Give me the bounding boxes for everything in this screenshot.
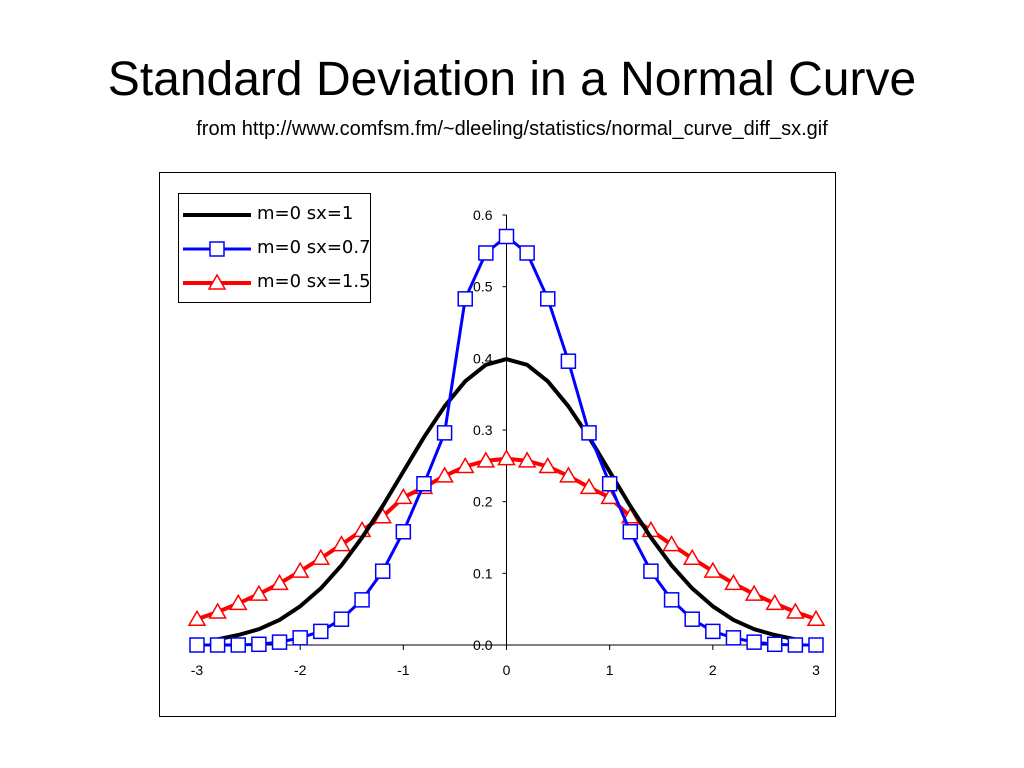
data-point-square [725, 630, 742, 646]
data-point-triangle [311, 548, 331, 566]
chart-frame: 0.0 0.1 0.2 0.3 0.4 0.5 0.6 -3 -2 -1 0 1 2 3 m=0 sx=1… [159, 172, 836, 717]
data-point-triangle [744, 584, 764, 601]
y-tick-label: 0.1 [473, 565, 493, 581]
data-point-triangle [682, 548, 702, 566]
legend-item-sx-1: m=0 sx=1 [179, 200, 372, 230]
legend-label: m=0 sx=1 [257, 203, 354, 224]
data-point-square [457, 291, 473, 307]
data-point-triangle [497, 449, 516, 466]
data-point-triangle [208, 602, 227, 619]
slide-subtitle: from http://www.comfsm.fm/~dleeling/stat… [196, 118, 828, 140]
data-point-square [746, 634, 762, 650]
data-point-square [478, 245, 494, 261]
data-point-square [354, 592, 370, 608]
data-point-square [230, 637, 247, 653]
data-point-triangle [806, 609, 826, 626]
data-point-square [581, 425, 597, 441]
y-tick-label: 0.5 [473, 279, 493, 295]
data-point-square [622, 524, 639, 540]
data-point-triangle [435, 466, 454, 483]
data-point-triangle [187, 609, 207, 626]
y-tick-label: 0.6 [473, 207, 493, 223]
legend-item-sx-0-7: m=0 sx=0.7 [179, 234, 372, 264]
data-point-triangle [290, 561, 310, 578]
data-point-square [519, 245, 535, 261]
data-point-square [271, 634, 288, 650]
data-point-square [560, 353, 577, 369]
data-point-square [643, 563, 659, 579]
data-point-triangle [270, 573, 289, 591]
axes-layer: 0.00.10.20.30.40.50.6-3 -2 -1 0 1 2 3 [191, 207, 821, 678]
data-point-square [436, 425, 453, 441]
data-point-square [787, 637, 804, 653]
data-point-triangle [662, 535, 681, 552]
series-layer [187, 228, 826, 653]
data-point-square [251, 636, 267, 653]
y-tick-label: 0.2 [473, 494, 493, 510]
data-point-square [313, 623, 329, 640]
x-tick-label: 0 [503, 662, 511, 678]
legend-swatch-blue-square [183, 241, 251, 257]
data-point-square [808, 637, 824, 653]
data-point-square [540, 291, 556, 307]
legend-swatch-black-line [183, 213, 251, 217]
data-point-triangle [724, 573, 743, 591]
data-point-triangle [249, 584, 269, 601]
data-point-square [395, 524, 412, 540]
data-point-triangle [703, 561, 723, 578]
data-point-triangle [559, 466, 578, 483]
data-point-square [684, 611, 700, 627]
data-point-triangle [394, 487, 413, 505]
chart-legend: m=0 sx=1 m=0 sx=0.7 m=0 sx=1.5 [178, 193, 371, 303]
x-tick-label: -1 [397, 662, 410, 678]
data-point-square [766, 636, 783, 653]
data-point-square [663, 592, 680, 608]
data-point-triangle [765, 593, 785, 611]
data-point-triangle [332, 535, 351, 552]
series-line-sx-1 [217, 357, 796, 642]
x-tick-label: 1 [606, 662, 614, 678]
data-point-square [333, 611, 350, 627]
data-point-square [374, 563, 391, 579]
data-point-square [601, 476, 618, 492]
y-tick-label: 0.0 [473, 637, 493, 653]
legend-label: m=0 sx=1.5 [257, 271, 371, 292]
data-point-square [416, 476, 432, 492]
data-point-triangle [517, 451, 537, 468]
x-tick-label: -2 [294, 662, 307, 678]
normal-curve-chart: 0.00.10.20.30.40.50.6-3 -2 -1 0 1 2 3 [187, 207, 826, 678]
data-point-square [292, 630, 308, 646]
data-point-square [209, 637, 226, 653]
legend-item-sx-1-5: m=0 sx=1.5 [179, 268, 372, 298]
data-point-triangle [538, 457, 558, 474]
data-point-triangle [476, 451, 496, 468]
x-tick-label: 2 [709, 662, 717, 678]
x-tick-label: 3 [812, 662, 820, 678]
slide-title: Standard Deviation in a Normal Curve [107, 53, 917, 106]
data-point-square [189, 637, 205, 653]
legend-label: m=0 sx=0.7 [257, 237, 371, 258]
data-point-square [705, 623, 721, 640]
data-point-square [498, 228, 515, 245]
x-tick-label: -3 [191, 662, 204, 678]
legend-swatch-red-triangle [183, 273, 251, 290]
data-point-triangle [228, 593, 248, 611]
y-tick-label: 0.3 [473, 422, 493, 438]
data-point-triangle [579, 477, 599, 495]
data-point-triangle [455, 457, 475, 474]
data-point-triangle [786, 602, 805, 619]
